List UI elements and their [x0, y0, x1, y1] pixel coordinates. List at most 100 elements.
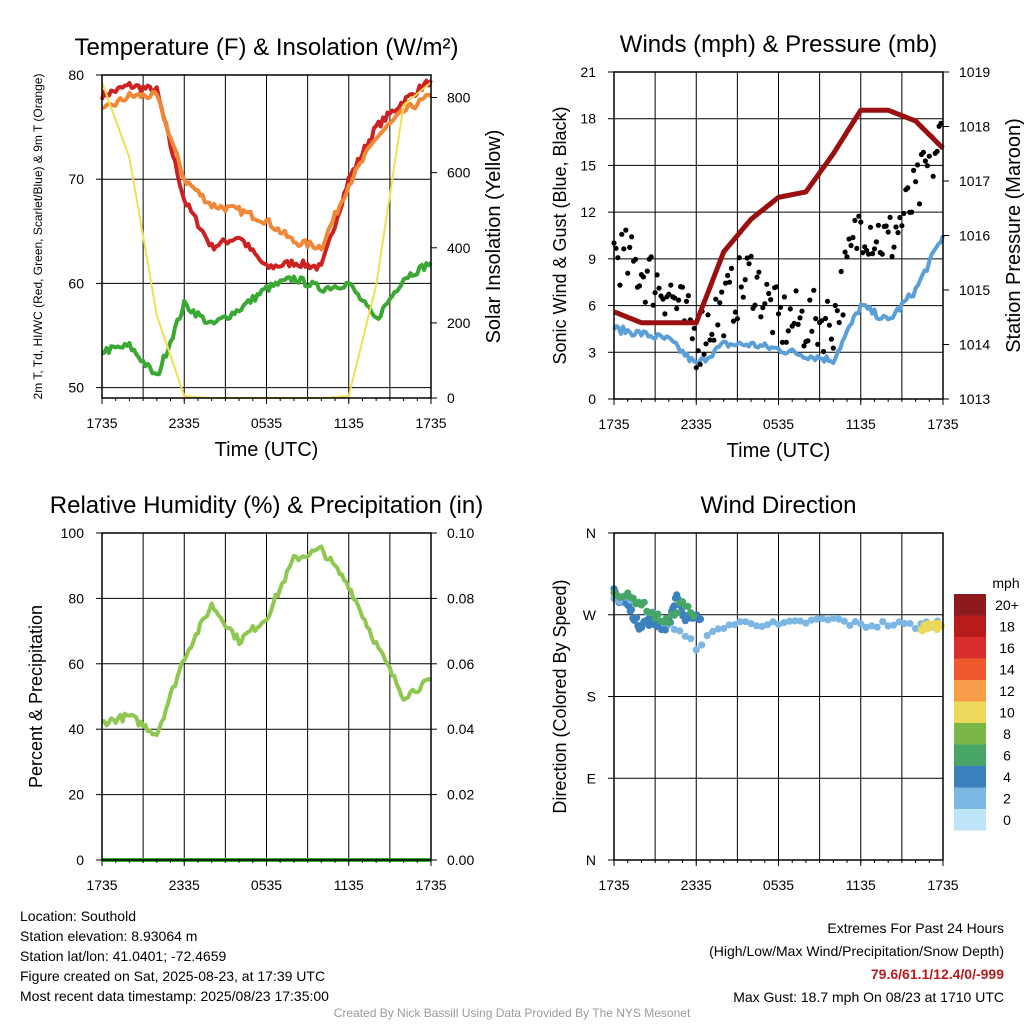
- gust-point: [619, 231, 625, 237]
- gust-point: [866, 251, 872, 257]
- x-tick-label: 0535: [763, 416, 794, 432]
- direction-point: [709, 627, 717, 636]
- gust-point: [840, 312, 846, 318]
- x-tick-label: 0535: [763, 877, 794, 893]
- gust-point: [854, 245, 860, 251]
- gust-point: [844, 254, 850, 260]
- direction-point: [654, 610, 662, 619]
- x-tick-label: 1735: [927, 877, 958, 893]
- credit-text: Created By Nick Bassill Using Data Provi…: [333, 1006, 691, 1020]
- y-tick-label: N: [586, 852, 596, 868]
- gust-point: [922, 158, 929, 164]
- legend-swatch: [954, 809, 986, 831]
- gust-point: [709, 331, 715, 337]
- gust-point: [642, 299, 648, 305]
- chart-title: Winds (mph) & Pressure (mb): [620, 31, 937, 58]
- gust-point: [697, 361, 703, 367]
- series-line-1: [100, 78, 433, 272]
- y-tick-label: 80: [68, 590, 84, 606]
- extremes-info: Extremes For Past 24 Hours (High/Low/Max…: [709, 917, 1004, 1009]
- y2-tick-label: 1013: [959, 391, 990, 407]
- gust-point: [754, 274, 760, 280]
- gust-point: [893, 224, 899, 230]
- gust-point: [621, 246, 627, 252]
- series-line-1: [102, 544, 432, 738]
- y2-tick-label: 200: [447, 315, 471, 331]
- gust-point: [615, 255, 621, 261]
- gust-point: [934, 148, 940, 154]
- legend-label: 14: [999, 662, 1015, 678]
- gust-point: [879, 251, 885, 257]
- gust-point: [685, 293, 692, 299]
- gust-point: [793, 288, 799, 294]
- direction-point: [747, 620, 755, 628]
- y-tick-label: N: [586, 525, 596, 541]
- chart-title: Relative Humidity (%) & Precipitation (i…: [50, 492, 483, 519]
- gust-point: [617, 282, 623, 288]
- gust-point: [707, 337, 713, 343]
- y-tick-label: 60: [68, 275, 84, 291]
- gust-point: [683, 298, 690, 304]
- gust-point: [656, 285, 662, 291]
- gust-point: [836, 319, 842, 326]
- legend-label: 4: [1003, 769, 1011, 785]
- y-tick-label: W: [583, 607, 597, 623]
- direction-point: [791, 617, 799, 625]
- gust-point: [897, 214, 903, 221]
- direction-point: [879, 618, 887, 626]
- gust-point: [738, 284, 744, 290]
- gust-point: [773, 284, 780, 290]
- gust-point: [895, 230, 901, 236]
- gust-point: [648, 254, 654, 260]
- gust-point: [650, 302, 656, 308]
- y2-tick-label: 0.00: [447, 852, 474, 868]
- gust-point: [744, 255, 750, 261]
- direction-point: [640, 598, 648, 606]
- direction-point: [673, 609, 681, 617]
- y2-tick-label: 0.02: [447, 787, 474, 803]
- gust-point: [752, 302, 758, 308]
- direction-point: [648, 609, 657, 617]
- gust-point: [848, 242, 854, 249]
- legend-label: 2: [1003, 791, 1011, 807]
- legend-label: 0: [1003, 812, 1011, 828]
- direction-point: [703, 632, 711, 640]
- gust-point: [781, 294, 788, 300]
- gust-point: [801, 343, 807, 349]
- y-tick-label: 50: [68, 380, 84, 396]
- latlon-text: Station lat/lon: 41.0401; -72.4659: [20, 948, 227, 964]
- legend-label: 18: [999, 619, 1015, 635]
- series-line-2: [101, 90, 432, 252]
- gust-point: [809, 328, 815, 334]
- gust-point: [674, 305, 680, 312]
- series-line-3: [101, 261, 433, 377]
- direction-point: [676, 627, 684, 635]
- extremes-values: 79.6/61.1/12.4/0/-999: [870, 966, 1004, 982]
- gust-point: [891, 244, 897, 250]
- chart-title: Wind Direction: [700, 492, 856, 519]
- gust-point: [758, 314, 764, 320]
- y2-axis-label: Solar Insolation (Yellow): [483, 130, 505, 344]
- direction-point: [731, 621, 739, 629]
- x-tick-label: 1735: [415, 415, 446, 431]
- gust-point: [842, 249, 848, 255]
- gust-point: [828, 336, 835, 342]
- gust-point: [909, 209, 915, 215]
- gust-point: [901, 210, 907, 216]
- series-line-1: [612, 234, 945, 366]
- gust-point: [911, 167, 917, 173]
- chart-panel-1: 1735 2335 0535 1135 173550607080020040060080…: [31, 34, 505, 461]
- y2-tick-label: 0.06: [447, 656, 474, 672]
- y-axis-label: Percent & Precipitation: [26, 605, 46, 788]
- direction-point: [813, 615, 821, 623]
- x-tick-label: 2335: [169, 877, 200, 893]
- x-tick-label: 1735: [927, 416, 958, 432]
- gust-point: [852, 217, 858, 223]
- created-text: Figure created on Sat, 2025-08-23, at 17…: [20, 968, 326, 984]
- gust-point: [662, 311, 668, 317]
- y2-tick-label: 1017: [959, 173, 990, 189]
- gust-point: [795, 321, 801, 327]
- y-tick-label: 3: [588, 344, 596, 360]
- direction-point: [912, 625, 920, 633]
- x-axis-label: Time (UTC): [215, 439, 319, 461]
